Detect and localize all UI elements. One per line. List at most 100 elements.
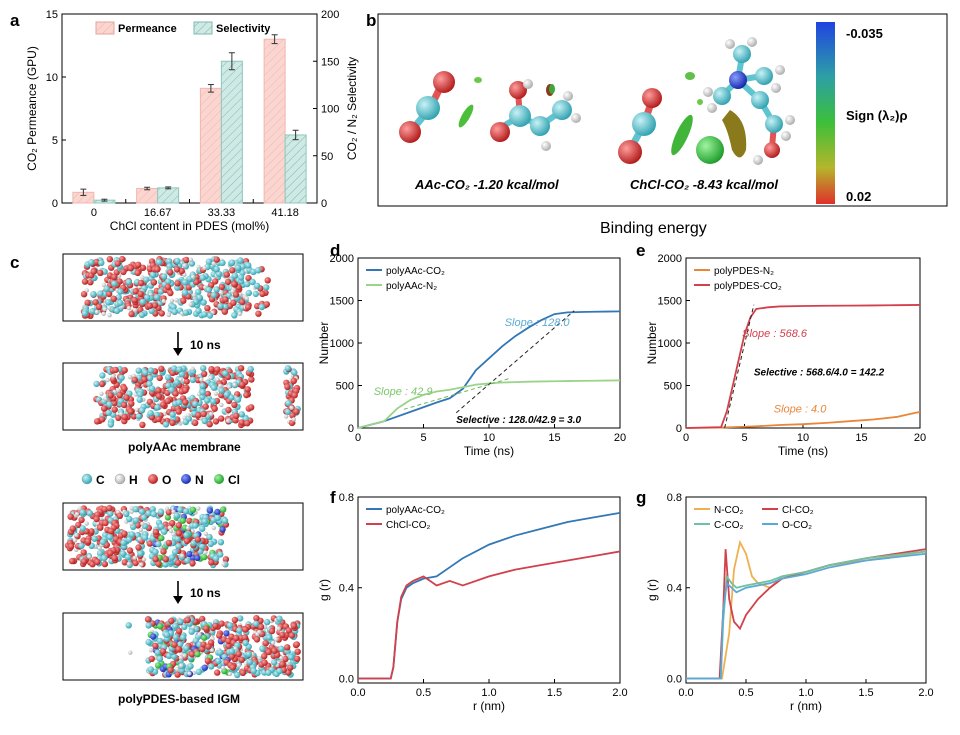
atom-sphere	[231, 280, 238, 288]
aac-co2-molecule-image	[399, 71, 581, 151]
atom-sphere	[189, 376, 197, 383]
atom-sphere	[84, 521, 89, 526]
atom-sphere	[199, 377, 204, 382]
atom-sphere	[290, 377, 297, 384]
atom-sphere	[230, 299, 237, 306]
atom-sphere	[235, 650, 242, 658]
atom-sphere	[200, 641, 207, 648]
atom-sphere	[223, 391, 230, 398]
atom-sphere	[183, 256, 190, 264]
atom-sphere	[205, 286, 212, 294]
chart-a-ytick-label: 15	[46, 9, 58, 21]
atom-sphere	[259, 645, 266, 652]
atom-sphere	[137, 290, 144, 298]
colorbar-label: Sign (λ₂)ρ	[846, 108, 907, 123]
snapshot-polypdes-initial-atoms	[64, 504, 230, 569]
atom-sphere	[194, 554, 201, 562]
atom-sphere	[213, 286, 220, 293]
chart-a-y2tick-label: 200	[321, 9, 339, 21]
atom-sphere	[210, 398, 217, 405]
atom-sphere	[175, 408, 182, 415]
atom-sphere	[162, 561, 169, 568]
atom-sphere	[78, 516, 85, 524]
atom-sphere	[209, 648, 215, 653]
chart-g-legend-label: C-CO₂	[714, 520, 744, 531]
atom-sphere	[106, 256, 114, 263]
atom-sphere	[120, 401, 128, 409]
atom-sphere	[166, 258, 173, 265]
atom-sphere	[148, 648, 154, 653]
atom-sphere	[234, 396, 242, 403]
atom-sphere	[226, 384, 232, 389]
atom-sphere	[206, 421, 213, 428]
atom-sphere	[126, 547, 134, 554]
atom-sphere	[213, 265, 220, 273]
atom-sphere	[126, 561, 131, 567]
atom-sphere	[285, 627, 293, 634]
atom-c-label: C	[96, 473, 105, 487]
atom-sphere	[183, 531, 190, 539]
atom-sphere	[77, 506, 83, 511]
chart-e-xtick-label: 15	[855, 432, 867, 444]
atom-sphere	[257, 655, 262, 661]
atom-sphere	[90, 291, 97, 298]
atom-sphere	[185, 415, 192, 422]
atom-o-label: O	[162, 473, 171, 487]
atom-sphere	[215, 657, 222, 665]
chart-g-xlabel: r (nm)	[790, 699, 822, 713]
atom-sphere	[121, 385, 128, 392]
atom-sphere	[126, 515, 133, 523]
chart-a-permeance-bar	[263, 38, 286, 204]
atom-sphere	[219, 259, 226, 266]
atom-sphere	[99, 391, 104, 396]
atom-sphere	[191, 293, 197, 298]
atom-sphere	[200, 365, 207, 372]
chart-g-xtick-label: 0.0	[678, 687, 693, 699]
atom-sphere	[93, 418, 101, 425]
atom-sphere	[182, 653, 187, 658]
chart-g-ytick-label: 0.4	[667, 583, 682, 595]
atom-c-icon	[81, 473, 93, 485]
snapshot-polypdes-final-atoms	[125, 614, 301, 679]
atom-sphere	[101, 554, 108, 562]
chart-d-xtick-label: 0	[355, 432, 361, 444]
atom-sphere	[279, 661, 286, 668]
atom-sphere	[94, 309, 100, 315]
atom-sphere	[98, 259, 105, 266]
atom-sphere	[172, 634, 180, 641]
atom-sphere	[164, 374, 172, 381]
atom-sphere	[186, 517, 193, 525]
atom-sphere	[155, 560, 162, 568]
atom-sphere	[140, 275, 145, 280]
atom-sphere	[225, 642, 232, 650]
atom-sphere	[205, 258, 213, 265]
chart-d-ytick-label: 0	[348, 423, 354, 435]
atom-sphere	[258, 303, 265, 311]
atom-sphere	[210, 291, 218, 299]
atom-sphere	[128, 310, 135, 318]
chart-a-category-label: 33.33	[208, 207, 236, 219]
atom-sphere	[159, 401, 167, 408]
chart-a-ytick-label: 0	[52, 198, 58, 210]
chart-e-series-1-line	[685, 304, 921, 429]
atom-sphere	[268, 627, 276, 635]
atom-sphere	[201, 664, 208, 671]
chart-d-annotation-slope-n2: Slope : 42.9	[374, 386, 433, 398]
atom-sphere	[142, 369, 149, 376]
atom-sphere	[171, 365, 178, 372]
atom-sphere	[257, 629, 262, 635]
atom-sphere	[88, 528, 95, 535]
atom-sphere	[154, 649, 161, 656]
atom-sphere	[194, 536, 202, 543]
atom-sphere	[148, 655, 155, 662]
chart-d-ytick-label: 2000	[330, 253, 354, 265]
atom-sphere	[131, 376, 138, 384]
atom-sphere	[107, 313, 112, 318]
atom-sphere	[182, 263, 187, 268]
polypdes-caption: polyPDES-based IGM	[118, 692, 240, 706]
atom-sphere	[148, 385, 156, 392]
colorbar-bottom-value: 0.02	[846, 189, 871, 204]
atom-sphere	[110, 295, 118, 302]
atom-sphere	[265, 648, 272, 656]
atom-sphere	[118, 411, 124, 417]
